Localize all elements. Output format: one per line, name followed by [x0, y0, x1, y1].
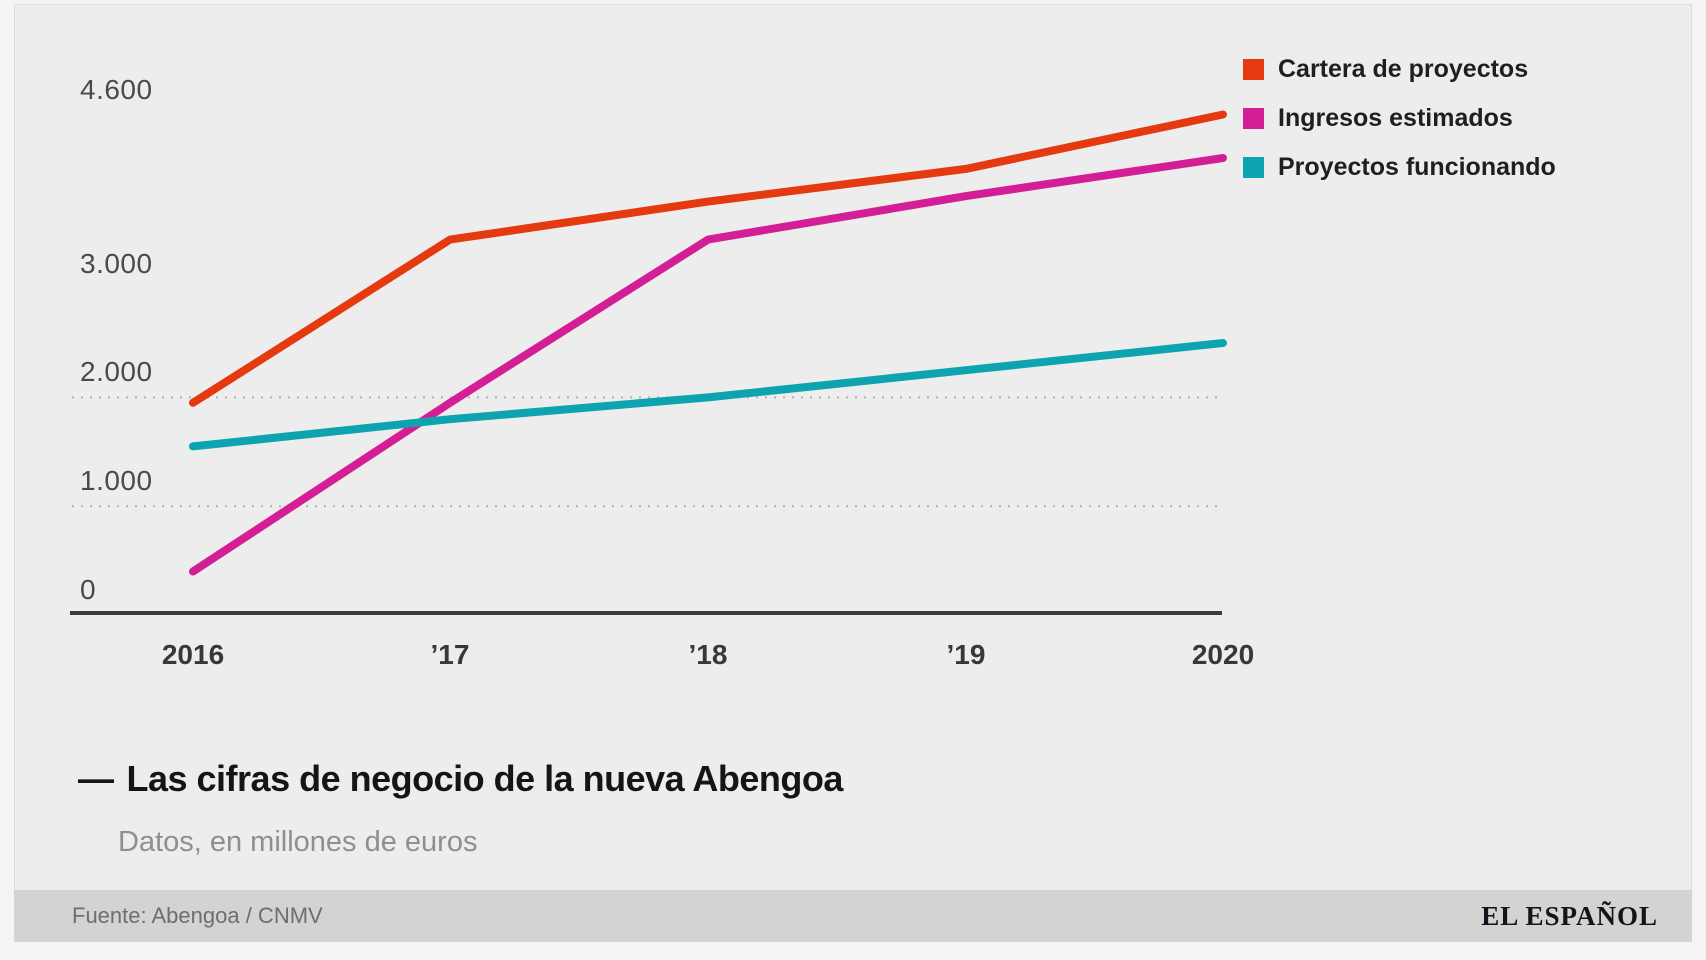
legend-label: Proyectos funcionando: [1278, 153, 1556, 181]
footer-bar: Fuente: Abengoa / CNMV EL ESPAÑOL: [14, 890, 1692, 942]
chart-subtitle: Datos, en millones de euros: [118, 826, 478, 858]
brand-logo: EL ESPAÑOL: [1481, 901, 1658, 931]
source-text: Fuente: Abengoa / CNMV: [72, 903, 323, 928]
x-tick-label: ’19: [946, 639, 986, 670]
legend-label: Cartera de proyectos: [1278, 55, 1529, 83]
legend-label: Ingresos estimados: [1278, 104, 1513, 132]
x-tick-label: 2016: [161, 639, 225, 670]
legend-item-proyectos-funcionando: Proyectos funcionando: [1243, 153, 1556, 182]
x-tick-label: ’17: [430, 639, 470, 670]
legend-item-ingresos-estimados: Ingresos estimados: [1243, 104, 1556, 133]
y-tick-label: 1.000: [80, 465, 153, 497]
y-tick-label: 0: [80, 574, 97, 605]
legend-swatch-icon: [1243, 157, 1264, 178]
legend-item-cartera-de-proyectos: Cartera de proyectos: [1243, 55, 1556, 84]
legend-swatch-icon: [1243, 108, 1264, 129]
chart-title: Las cifras de negocio de la nueva Abengo…: [126, 758, 844, 799]
legend: Cartera de proyectos Ingresos estimados …: [1243, 55, 1556, 182]
title-dash: —: [78, 758, 114, 799]
x-tick-label: 2020: [1191, 639, 1255, 670]
y-tick-label: 2.000: [80, 356, 153, 388]
legend-swatch-icon: [1243, 59, 1264, 80]
y-tick-label: 3.000: [80, 247, 153, 279]
chart-title-row: — Las cifras de negocio de la nueva Aben…: [78, 758, 843, 800]
y-tick-label: 4.600: [80, 73, 153, 105]
x-tick-label: ’18: [688, 639, 728, 670]
